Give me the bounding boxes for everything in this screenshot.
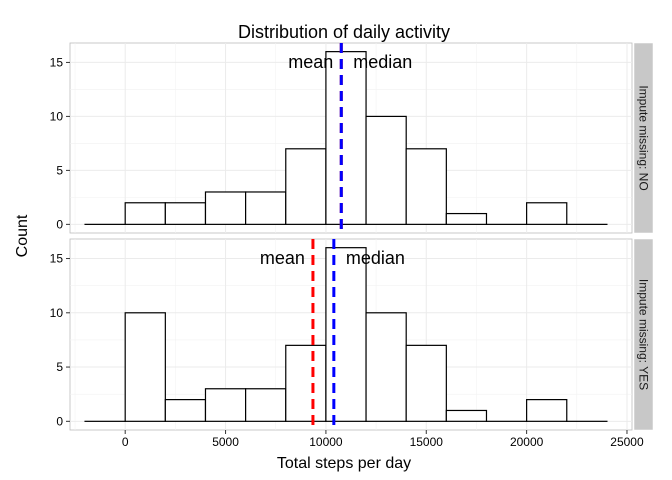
histogram-bar [204,191,247,225]
y-tick-label: 10 [50,306,64,320]
x-tick-label: 0 [122,435,129,449]
histogram-bar [285,148,327,225]
histogram-bar [124,312,166,422]
histogram-bar [445,409,488,422]
histogram-bar [325,247,367,422]
facet-strip-background [633,238,654,431]
histogram-bar [285,344,327,422]
chart-title: Distribution of daily activity [238,22,450,42]
y-tick-label: 10 [50,109,64,123]
histogram-bar [164,399,207,422]
median-annotation: median [353,52,412,72]
histogram-bar [445,212,488,225]
x-axis: 0 5000 10000 15000 20000 25000 [122,430,644,449]
mean-annotation: mean [260,248,305,268]
histogram-bar [365,115,407,225]
facet-strip: Impute missing: YES [633,238,654,431]
y-axis: 0 5 10 15 [50,55,70,231]
histogram-bar [245,191,287,225]
facet-panel: mean median 0 5 10 15 Impute missing: NO [50,42,654,234]
mean-annotation: mean [288,52,333,72]
y-tick-label: 15 [50,252,64,266]
y-tick-label: 5 [56,163,63,177]
histogram-bar [325,51,367,225]
x-tick-label: 25000 [610,435,644,449]
y-axis: 0 5 10 15 [50,252,70,428]
histogram-bar [245,388,287,422]
histogram-bars [84,247,608,422]
x-tick-label: 15000 [410,435,444,449]
facet-strip-label: Impute missing: NO [637,85,651,190]
facet-strip: Impute missing: NO [633,42,654,234]
histogram-bar [164,202,207,225]
x-tick-label: 20000 [510,435,544,449]
facet-panel: mean median 0 5 10 15 Impute missing: YES [50,238,654,431]
y-tick-label: 0 [56,414,63,428]
facet-strip-label: Impute missing: YES [637,279,651,390]
histogram-bar [405,148,447,225]
y-axis-label: Count [14,214,31,257]
histogram-bar [124,202,166,225]
x-tick-label: 5000 [212,435,239,449]
histogram-bar [526,202,568,225]
y-tick-label: 0 [56,217,63,231]
y-tick-label: 5 [56,360,63,374]
histogram-bar [405,344,447,422]
x-tick-label: 10000 [309,435,343,449]
histogram-bars [84,51,608,225]
x-axis-label: Total steps per day [277,455,411,472]
facet-strip-background [633,42,654,234]
histogram-bar [365,312,407,422]
y-tick-label: 15 [50,55,64,69]
histogram-bar [526,399,568,422]
histogram-bar [204,388,247,422]
median-annotation: median [346,248,405,268]
